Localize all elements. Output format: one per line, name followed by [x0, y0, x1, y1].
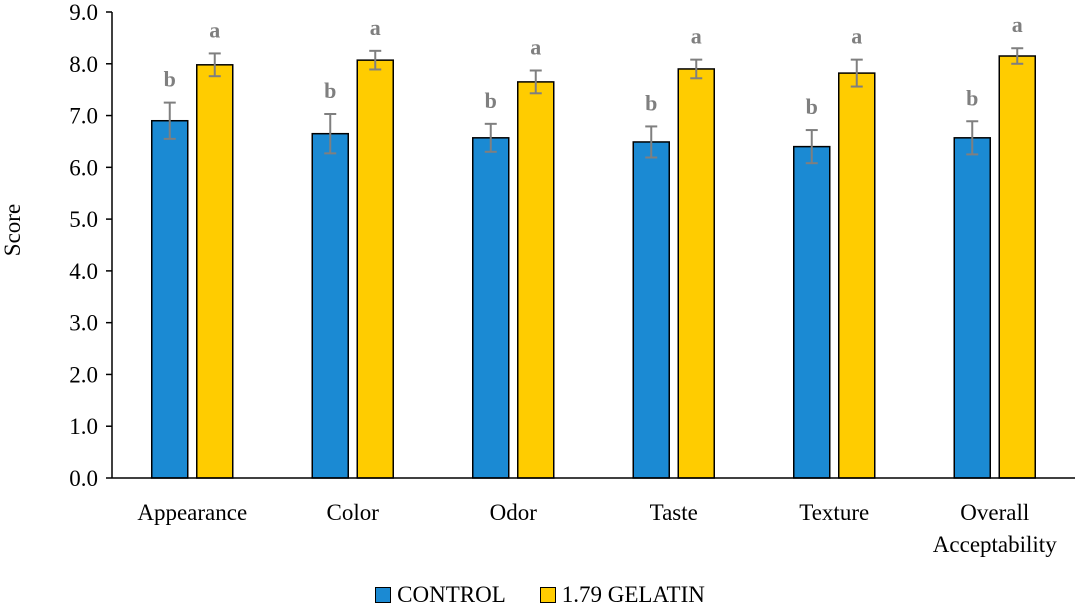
- y-tick-label: 4.0: [69, 259, 98, 284]
- y-axis-label: Score: [0, 204, 25, 256]
- bar-control: [793, 145, 831, 479]
- x-axis-categories: Appearance Color Odor Taste Texture Overall Ac…: [137, 500, 1057, 557]
- legend-swatch-gelatin: [539, 587, 556, 603]
- significance-label: b: [966, 85, 978, 110]
- bar-gelatin: [838, 72, 876, 479]
- x-category-label: Acceptability: [933, 532, 1057, 557]
- y-tick-label: 5.0: [69, 207, 98, 232]
- bar-control: [472, 137, 510, 479]
- bar-gelatin: [196, 64, 234, 479]
- bar-gelatin: [998, 55, 1036, 479]
- x-category-label: Odor: [490, 500, 538, 525]
- bar-gelatin: [677, 68, 715, 479]
- bar-chart: Score 0.01.02.03.04.05.06.07.08.09.0 bab…: [0, 0, 1075, 557]
- significance-label: b: [645, 90, 657, 115]
- legend: CONTROL 1.79 GELATIN: [0, 582, 1080, 608]
- significance-label: b: [806, 94, 818, 119]
- significance-label: b: [485, 88, 497, 113]
- y-axis-ticks: 0.0 1.0 2.0 3.0 4.0 5.0 6.0 7.0 8.0 9.0: [69, 0, 112, 491]
- bar-control: [953, 137, 991, 479]
- y-tick-label: 6.0: [69, 155, 98, 180]
- y-tick-label: 2.0: [69, 362, 98, 387]
- significance-label: b: [164, 67, 176, 92]
- y-tick-label: 0.0: [69, 466, 98, 491]
- bars: b a b a b a b a b a b a: [151, 12, 1036, 479]
- legend-label-gelatin: 1.79 GELATIN: [561, 582, 705, 607]
- significance-label: a: [1012, 12, 1023, 37]
- x-category-label: Overall: [960, 500, 1029, 525]
- significance-label: a: [691, 24, 702, 49]
- x-category-label: Appearance: [137, 500, 247, 525]
- x-category-label: Color: [327, 500, 380, 525]
- significance-label: a: [370, 15, 381, 40]
- bar-control: [311, 132, 349, 479]
- significance-label: a: [530, 35, 541, 60]
- y-tick-label: 1.0: [69, 414, 98, 439]
- y-tick-label: 7.0: [69, 104, 98, 129]
- bar-gelatin: [517, 81, 555, 479]
- y-tick-label: 9.0: [69, 0, 98, 25]
- y-tick-label: 3.0: [69, 311, 98, 336]
- bar-control: [151, 119, 189, 479]
- bar-gelatin: [356, 59, 394, 479]
- legend-label-control: CONTROL: [397, 582, 506, 607]
- bar-control: [632, 141, 670, 479]
- significance-label: a: [209, 17, 220, 42]
- significance-label: a: [851, 24, 862, 49]
- y-tick-label: 8.0: [69, 52, 98, 77]
- significance-label: b: [324, 78, 336, 103]
- legend-swatch-control: [375, 587, 392, 603]
- x-category-label: Texture: [799, 500, 869, 525]
- legend-item-gelatin: 1.79 GELATIN: [539, 582, 705, 608]
- legend-item-control: CONTROL: [375, 582, 506, 608]
- x-category-label: Taste: [650, 500, 698, 525]
